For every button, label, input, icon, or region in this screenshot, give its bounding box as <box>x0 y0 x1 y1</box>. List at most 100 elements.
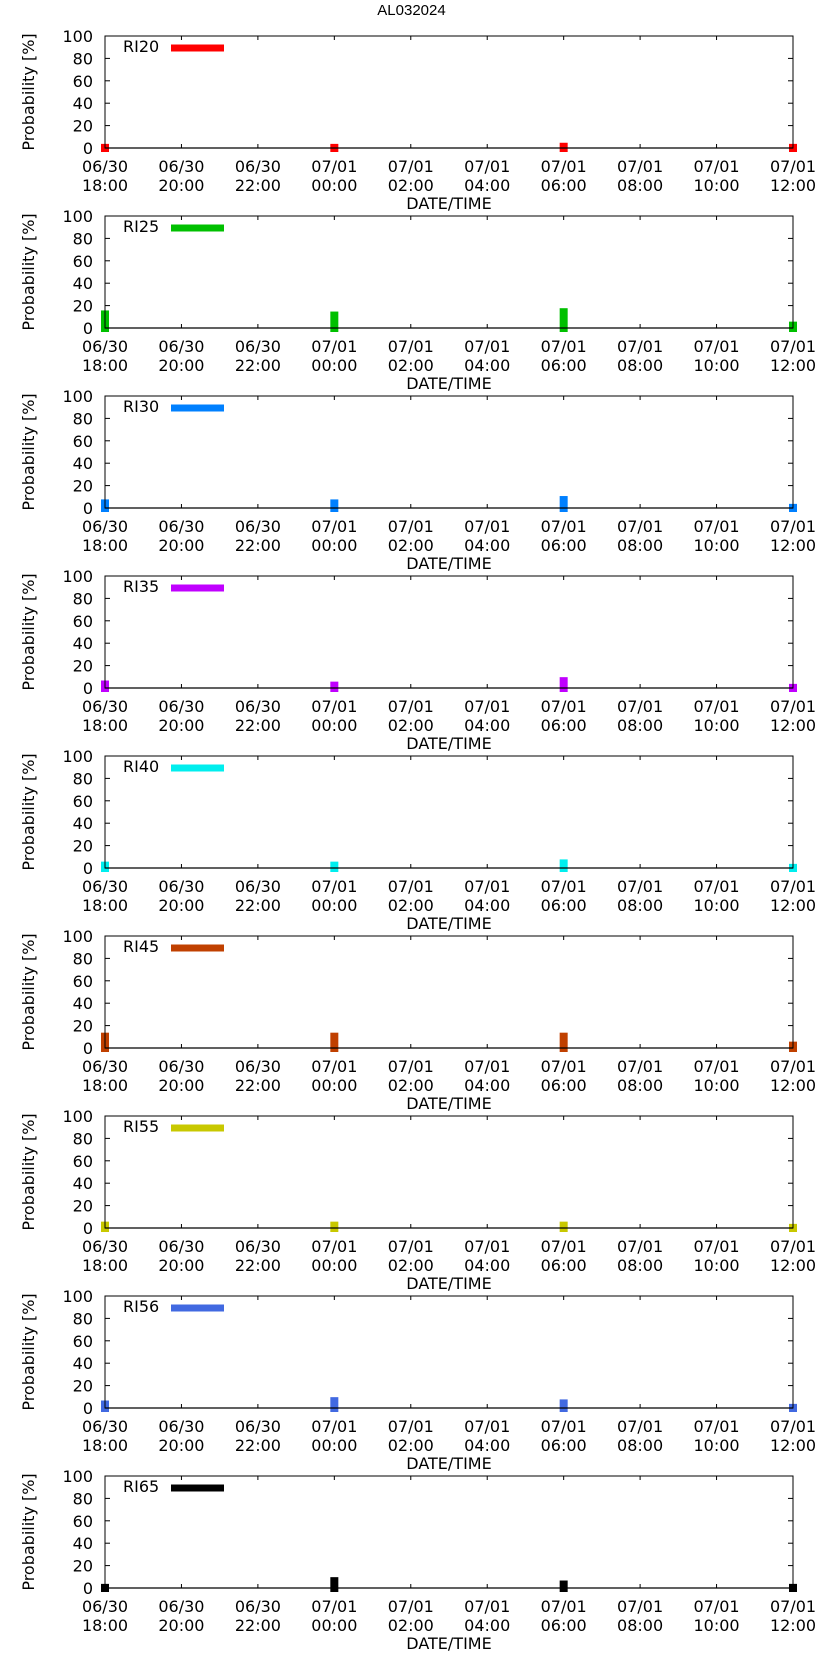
x-tick-label-date: 06/30 <box>82 697 128 716</box>
legend-label: RI25 <box>123 217 159 236</box>
y-tick-label: 80 <box>73 1129 93 1148</box>
x-tick-label-time: 02:00 <box>388 1436 434 1455</box>
x-tick-label-date: 06/30 <box>82 1057 128 1076</box>
x-tick-label-time: 04:00 <box>464 536 510 555</box>
y-tick-label: 100 <box>62 567 93 586</box>
bar-ri45 <box>330 1032 339 1052</box>
x-tick-label-time: 22:00 <box>235 176 281 195</box>
x-tick-label-date: 07/01 <box>694 517 740 536</box>
x-tick-label-date: 07/01 <box>388 697 434 716</box>
x-tick-label-time: 00:00 <box>311 1256 357 1275</box>
bar-ri30 <box>330 499 339 512</box>
y-tick-label: 0 <box>83 139 93 158</box>
y-tick-label: 40 <box>73 634 93 653</box>
x-tick-label-date: 07/01 <box>464 697 510 716</box>
bar-ri35 <box>330 681 339 692</box>
x-tick-label-time: 22:00 <box>235 1256 281 1275</box>
x-tick-label-date: 06/30 <box>158 157 204 176</box>
legend-label: RI65 <box>123 1477 159 1496</box>
x-tick-label-time: 12:00 <box>770 716 816 735</box>
y-tick-label: 100 <box>62 927 93 946</box>
bar-ri65 <box>330 1577 339 1592</box>
x-tick-label-time: 10:00 <box>694 1436 740 1455</box>
x-tick-label-date: 06/30 <box>235 877 281 896</box>
y-tick-label: 60 <box>73 432 93 451</box>
y-tick-label: 20 <box>73 1557 93 1576</box>
x-tick-label-time: 18:00 <box>82 536 128 555</box>
x-tick-label-date: 07/01 <box>388 877 434 896</box>
x-tick-label-time: 00:00 <box>311 1436 357 1455</box>
x-tick-label-time: 04:00 <box>464 1436 510 1455</box>
y-tick-label: 0 <box>83 1039 93 1058</box>
chart-panel-ri30: 06/3018:0006/3020:0006/3022:0007/0100:00… <box>19 387 816 573</box>
x-tick-label-date: 07/01 <box>464 877 510 896</box>
y-tick-label: 80 <box>73 229 93 248</box>
plot-frame <box>104 35 794 149</box>
y-tick-label: 40 <box>73 454 93 473</box>
y-tick-label: 20 <box>73 1377 93 1396</box>
x-tick-label-date: 07/01 <box>694 1417 740 1436</box>
x-tick-label-time: 10:00 <box>694 1616 740 1635</box>
x-tick-label-date: 07/01 <box>694 1597 740 1616</box>
x-tick-label-time: 06:00 <box>541 536 587 555</box>
x-tick-label-date: 07/01 <box>464 337 510 356</box>
x-tick-label-time: 20:00 <box>158 1436 204 1455</box>
bar-ri65 <box>559 1580 568 1592</box>
bar-ri30 <box>559 496 568 512</box>
x-tick-label-time: 02:00 <box>388 1076 434 1095</box>
x-tick-label-time: 04:00 <box>464 356 510 375</box>
x-tick-label-date: 07/01 <box>694 697 740 716</box>
x-tick-label-time: 00:00 <box>311 176 357 195</box>
y-tick-label: 20 <box>73 657 93 676</box>
y-tick-label: 40 <box>73 1354 93 1373</box>
x-tick-label-time: 12:00 <box>770 536 816 555</box>
x-tick-label-date: 06/30 <box>82 1237 128 1256</box>
legend-label: RI55 <box>123 1117 159 1136</box>
legend-label: RI30 <box>123 397 159 416</box>
x-tick-label-time: 18:00 <box>82 896 128 915</box>
x-tick-label-date: 07/01 <box>388 157 434 176</box>
y-tick-label: 0 <box>83 1219 93 1238</box>
bar-ri20 <box>559 142 568 152</box>
y-tick-label: 60 <box>73 1332 93 1351</box>
x-tick-label-time: 12:00 <box>770 896 816 915</box>
x-tick-label-time: 20:00 <box>158 1616 204 1635</box>
x-tick-label-date: 07/01 <box>770 1417 816 1436</box>
x-tick-label-date: 07/01 <box>694 1057 740 1076</box>
x-tick-label-date: 06/30 <box>158 1237 204 1256</box>
x-tick-label-time: 02:00 <box>388 356 434 375</box>
x-tick-label-date: 07/01 <box>770 1057 816 1076</box>
x-tick-label-date: 06/30 <box>158 1057 204 1076</box>
x-tick-label-time: 08:00 <box>617 716 663 735</box>
x-tick-label-time: 08:00 <box>617 176 663 195</box>
x-tick-label-date: 07/01 <box>770 517 816 536</box>
x-tick-label-time: 22:00 <box>235 536 281 555</box>
plot-frame <box>104 1295 794 1409</box>
y-tick-label: 100 <box>62 207 93 226</box>
x-tick-label-time: 20:00 <box>158 536 204 555</box>
x-tick-label-time: 08:00 <box>617 356 663 375</box>
x-tick-label-date: 07/01 <box>770 877 816 896</box>
chart-panel-ri65: 06/3018:0006/3020:0006/3022:0007/0100:00… <box>19 1467 816 1653</box>
x-tick-label-date: 07/01 <box>311 1057 357 1076</box>
y-tick-label: 100 <box>62 747 93 766</box>
x-tick-label-date: 07/01 <box>388 337 434 356</box>
y-tick-label: 80 <box>73 49 93 68</box>
bar-ri40 <box>559 859 568 872</box>
bar-ri56 <box>330 1397 339 1412</box>
x-tick-label-time: 06:00 <box>541 176 587 195</box>
x-tick-label-date: 07/01 <box>388 517 434 536</box>
figure-title: AL032024 <box>377 2 446 19</box>
x-tick-label-date: 07/01 <box>617 337 663 356</box>
x-tick-label-time: 02:00 <box>388 1256 434 1275</box>
x-tick-label-date: 07/01 <box>694 1237 740 1256</box>
y-tick-label: 80 <box>73 1489 93 1508</box>
x-tick-label-date: 06/30 <box>82 1597 128 1616</box>
x-tick-label-date: 06/30 <box>82 517 128 536</box>
x-axis-label: DATE/TIME <box>406 914 491 933</box>
x-tick-label-date: 06/30 <box>235 1057 281 1076</box>
y-tick-label: 60 <box>73 1152 93 1171</box>
x-tick-label-date: 07/01 <box>770 697 816 716</box>
x-tick-label-time: 18:00 <box>82 356 128 375</box>
